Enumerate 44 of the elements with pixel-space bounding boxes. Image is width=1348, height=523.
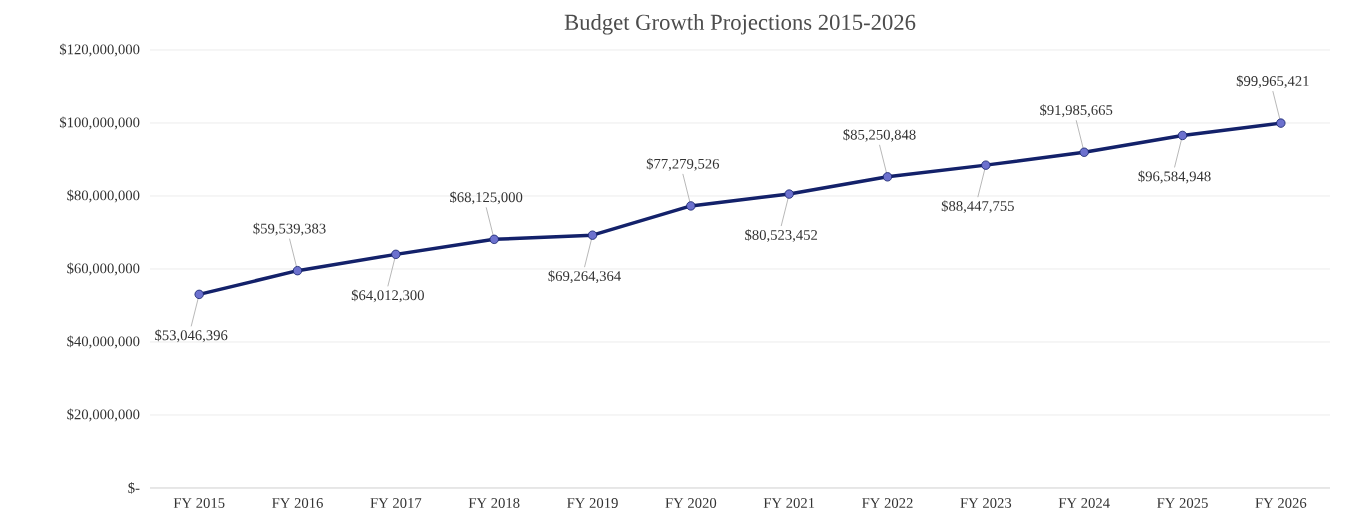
point [981,160,991,170]
data-label: $68,125,000 [450,191,523,205]
point [292,266,303,276]
x-tick-label: FY 2021 [763,498,815,508]
x-tick-label: FY 2017 [370,498,422,508]
data-label: $99,965,421 [1236,75,1309,89]
x-tick-label: FY 2022 [862,498,913,508]
point [194,289,204,300]
point [1079,147,1089,157]
x-tick-label: FY 2016 [272,498,323,508]
x-tick-label: FY 2019 [567,498,618,508]
data-label: $53,046,396 [155,329,228,343]
data-label: $64,012,300 [351,289,424,303]
x-tick-label: FY 2024 [1058,498,1110,508]
y-tick-label: $100,000,000 [59,116,140,130]
point [1177,130,1188,141]
x-tick-label: FY 2015 [173,498,225,508]
x-tick-label: FY 2020 [665,498,717,508]
point [391,249,401,260]
point [489,234,499,244]
point [882,172,893,182]
point [1276,118,1286,128]
data-label: $88,447,755 [941,200,1014,214]
point [686,201,696,211]
x-tick-label: FY 2025 [1157,498,1208,508]
point [587,230,598,240]
data-label: $80,523,452 [745,229,818,243]
y-tick-label: $120,000,000 [59,43,140,57]
y-tick-label: $40,000,000 [67,335,140,349]
chart-title: Budget Growth Projections 2015-2026 [564,13,916,35]
y-tick-label: $20,000,000 [67,408,140,422]
data-label: $69,264,364 [548,270,621,284]
x-tick-label: FY 2023 [960,498,1012,508]
x-tick-label: FY 2026 [1255,498,1307,508]
data-label: $77,279,526 [646,157,720,171]
data-label: $59,539,383 [253,222,326,236]
y-tick-label: $- [128,482,140,494]
y-tick-label: $80,000,000 [67,189,140,203]
x-tick-label: FY 2018 [468,498,520,508]
data-label: $85,250,848 [843,128,916,142]
data-label: $91,985,665 [1040,104,1113,118]
y-tick-label: $60,000,000 [67,262,140,276]
point [784,189,794,199]
data-label: $96,584,948 [1138,170,1211,184]
